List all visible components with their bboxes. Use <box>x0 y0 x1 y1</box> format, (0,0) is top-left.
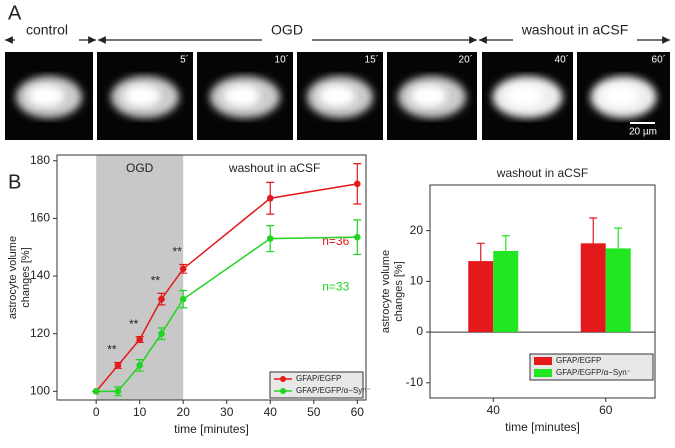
x-tick-label: 20 <box>177 405 191 419</box>
image-strip: 5´ 10´ 15´ 20´ 40´ 60´ <box>5 52 670 140</box>
data-point <box>158 330 165 338</box>
frame-time: 10´ <box>275 54 289 66</box>
astrocyte-core <box>319 85 355 107</box>
legend-label: GFAP/EGFP <box>296 374 341 383</box>
region-label: washout in aCSF <box>228 161 320 175</box>
n-label: n=33 <box>322 279 349 293</box>
x-axis-label: time [minutes] <box>505 420 580 434</box>
error-bar <box>266 225 275 253</box>
legend-label: GFAP/EGFP <box>556 356 601 365</box>
label-bg <box>513 32 637 48</box>
error-bar <box>589 217 598 244</box>
frame-time: 5´ <box>180 54 189 66</box>
frame-time: 40´ <box>555 54 569 66</box>
bar <box>493 250 519 333</box>
astrocyte-core <box>602 85 639 107</box>
x-tick-label: 30 <box>220 405 234 419</box>
y-tick-label: 140 <box>30 268 50 282</box>
frame-time: 60´ <box>652 54 666 66</box>
data-point <box>92 388 100 395</box>
data-point <box>136 336 143 343</box>
chart-title: washout in aCSF <box>496 166 588 180</box>
y-tick-label: -10 <box>406 375 424 389</box>
x-axis-label: time [minutes] <box>174 422 249 436</box>
segment-label: OGD <box>271 22 303 38</box>
astrocyte-core <box>28 85 64 107</box>
legend-swatch <box>280 376 286 382</box>
segment-label: washout in aCSF <box>521 22 629 38</box>
label-bg <box>262 32 312 48</box>
error-bar <box>614 227 623 249</box>
y-axis-label: astrocyte volumechanges [%] <box>7 236 32 319</box>
scale-bar-label: 20 µm <box>629 127 657 138</box>
data-point <box>179 295 187 303</box>
x-tick-label: 60 <box>599 403 613 417</box>
error-bar <box>353 219 362 256</box>
y-tick-label: 120 <box>30 326 50 340</box>
bar <box>605 248 631 333</box>
y-tick-label: 180 <box>30 153 50 167</box>
y-tick-label: 0 <box>416 324 423 338</box>
error-bar <box>179 289 188 309</box>
legend-swatch <box>534 357 552 365</box>
error-bar <box>266 181 275 215</box>
plot-frame <box>56 154 367 401</box>
y-tick-label: 10 <box>410 274 424 288</box>
frame-time: 15´ <box>365 54 379 66</box>
significance: ** <box>129 317 139 331</box>
data-point <box>114 388 122 395</box>
significance: ** <box>173 245 183 259</box>
astrocyte-core <box>124 85 160 107</box>
significance: ** <box>151 274 161 288</box>
label-bg <box>15 32 79 48</box>
data-point <box>179 265 187 273</box>
data-point <box>266 235 274 242</box>
astrocyte-core <box>411 85 447 107</box>
astrocyte-core <box>224 85 260 107</box>
error-bar <box>353 163 362 205</box>
data-point <box>353 180 361 188</box>
x-tick-label: 50 <box>307 405 321 419</box>
legend-label: GFAP/EGFP/α−Syn⁻ <box>296 386 371 395</box>
data-point <box>158 295 165 303</box>
legend <box>269 371 364 399</box>
x-tick-label: 40 <box>487 403 501 417</box>
n-label: n=36 <box>322 234 349 248</box>
legend-swatch <box>534 369 552 377</box>
panel-label: A <box>8 2 22 24</box>
legend-swatch <box>280 388 286 394</box>
astrocyte-core <box>506 85 543 107</box>
y-tick-label: 100 <box>30 384 50 398</box>
y-tick-label: 20 <box>410 223 424 237</box>
data-point <box>266 194 274 202</box>
panel-label: B <box>8 171 21 193</box>
data-point <box>353 233 361 241</box>
x-tick-label: 0 <box>93 405 100 419</box>
plot-frame <box>429 184 656 399</box>
error-bar <box>476 242 485 262</box>
x-tick-label: 40 <box>264 405 278 419</box>
error-bar <box>501 235 510 251</box>
segment-label: control <box>26 22 68 38</box>
shade-label: OGD <box>126 161 154 175</box>
y-axis-label: astrocyte volumechanges [%] <box>380 250 405 333</box>
y-tick-label: 160 <box>30 211 50 225</box>
bar <box>580 243 606 333</box>
data-point <box>136 362 143 369</box>
x-tick-label: 60 <box>351 405 365 419</box>
significance: ** <box>107 343 117 357</box>
x-tick-label: 10 <box>133 405 147 419</box>
legend-label: GFAP/EGFP/α−Syn⁻ <box>556 368 631 377</box>
frame-time: 20´ <box>459 54 473 66</box>
data-point <box>114 362 122 369</box>
bar <box>468 261 494 333</box>
